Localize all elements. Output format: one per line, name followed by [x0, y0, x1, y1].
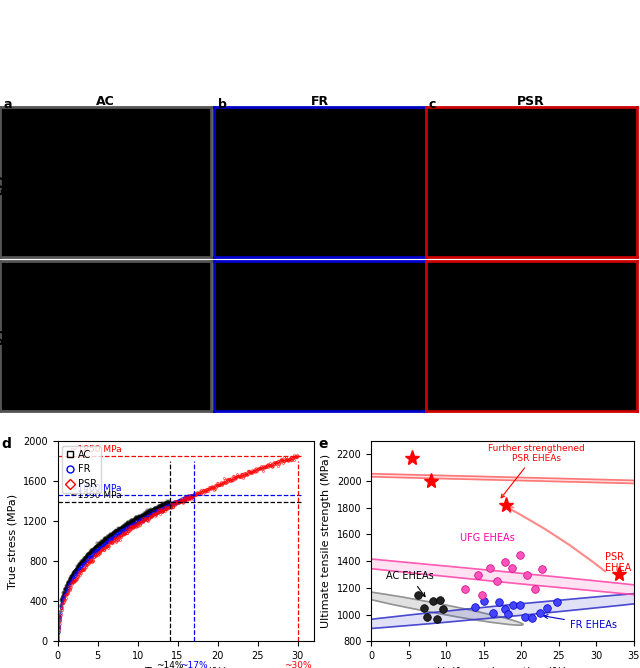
Text: PSR: PSR	[517, 95, 545, 108]
Text: ~14%: ~14%	[156, 661, 183, 668]
Text: ~30%: ~30%	[284, 661, 312, 668]
Text: ~1460 MPa: ~1460 MPa	[70, 484, 121, 494]
Text: FCC: FCC	[0, 170, 8, 194]
Ellipse shape	[270, 586, 640, 634]
X-axis label: True strain (%): True strain (%)	[145, 667, 227, 668]
Text: UFG EHEAs: UFG EHEAs	[460, 534, 515, 543]
Text: e: e	[319, 437, 328, 451]
Text: Further strengthened
PSR EHEAs: Further strengthened PSR EHEAs	[488, 444, 584, 498]
Ellipse shape	[339, 589, 523, 625]
Text: B2: B2	[0, 327, 8, 344]
Y-axis label: Ultimate tensile strength (MPa): Ultimate tensile strength (MPa)	[321, 454, 331, 628]
Text: ~17%: ~17%	[180, 661, 207, 668]
Text: c: c	[429, 98, 436, 112]
Text: a: a	[3, 98, 12, 112]
Ellipse shape	[183, 545, 640, 609]
Text: FR EHEAs: FR EHEAs	[544, 615, 617, 629]
Text: ~1390 MPa: ~1390 MPa	[70, 492, 121, 500]
Legend: AC, FR, PSR: AC, FR, PSR	[63, 446, 101, 493]
Text: b: b	[218, 98, 227, 112]
Text: AC: AC	[96, 95, 115, 108]
Text: d: d	[1, 437, 11, 451]
Text: ~1850 MPa: ~1850 MPa	[70, 446, 121, 454]
Y-axis label: True stress (MPa): True stress (MPa)	[8, 494, 18, 589]
Text: AC EHEAs: AC EHEAs	[386, 572, 434, 597]
Ellipse shape	[0, 450, 640, 505]
Text: PSR
EHEA: PSR EHEA	[605, 552, 632, 573]
Text: FR: FR	[311, 95, 329, 108]
X-axis label: Uniform elongation (%): Uniform elongation (%)	[437, 667, 568, 668]
